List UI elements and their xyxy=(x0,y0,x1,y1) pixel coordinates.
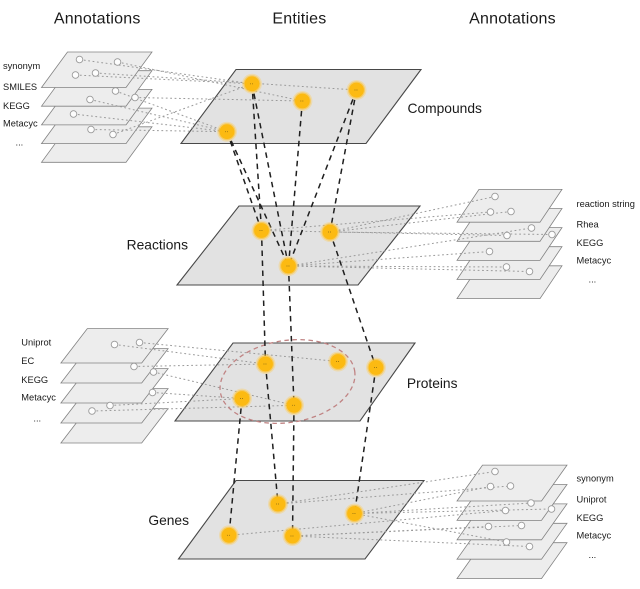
svg-text:KEGG: KEGG xyxy=(577,238,604,248)
svg-text:SMILES: SMILES xyxy=(3,82,37,92)
svg-text:synonym: synonym xyxy=(577,474,614,484)
svg-text:Genes: Genes xyxy=(148,513,189,528)
svg-text:Annotations: Annotations xyxy=(54,10,141,27)
svg-text:Entities: Entities xyxy=(272,10,326,27)
svg-text:reaction string: reaction string xyxy=(577,199,635,209)
svg-text:...: ... xyxy=(589,275,597,285)
svg-text:Metacyc: Metacyc xyxy=(577,531,612,541)
svg-text:Compounds: Compounds xyxy=(408,101,482,116)
svg-text:Uniprot: Uniprot xyxy=(21,337,51,347)
svg-text:...: ... xyxy=(589,550,597,560)
svg-text:KEGG: KEGG xyxy=(3,101,30,111)
svg-text:synonym: synonym xyxy=(3,61,40,71)
svg-text:Metacyc: Metacyc xyxy=(577,256,612,266)
svg-text:EC: EC xyxy=(21,356,34,366)
svg-text:KEGG: KEGG xyxy=(577,513,604,523)
svg-text:...: ... xyxy=(16,138,24,148)
svg-text:Proteins: Proteins xyxy=(407,376,458,391)
svg-text:Annotations: Annotations xyxy=(469,10,556,27)
svg-text:Metacyc: Metacyc xyxy=(21,393,56,403)
svg-text:Reactions: Reactions xyxy=(127,238,188,253)
svg-text:KEGG: KEGG xyxy=(21,375,48,385)
svg-text:Rhea: Rhea xyxy=(577,220,600,230)
svg-text:Uniprot: Uniprot xyxy=(577,495,607,505)
svg-text:Metacyc: Metacyc xyxy=(3,119,38,129)
svg-text:...: ... xyxy=(33,414,41,424)
